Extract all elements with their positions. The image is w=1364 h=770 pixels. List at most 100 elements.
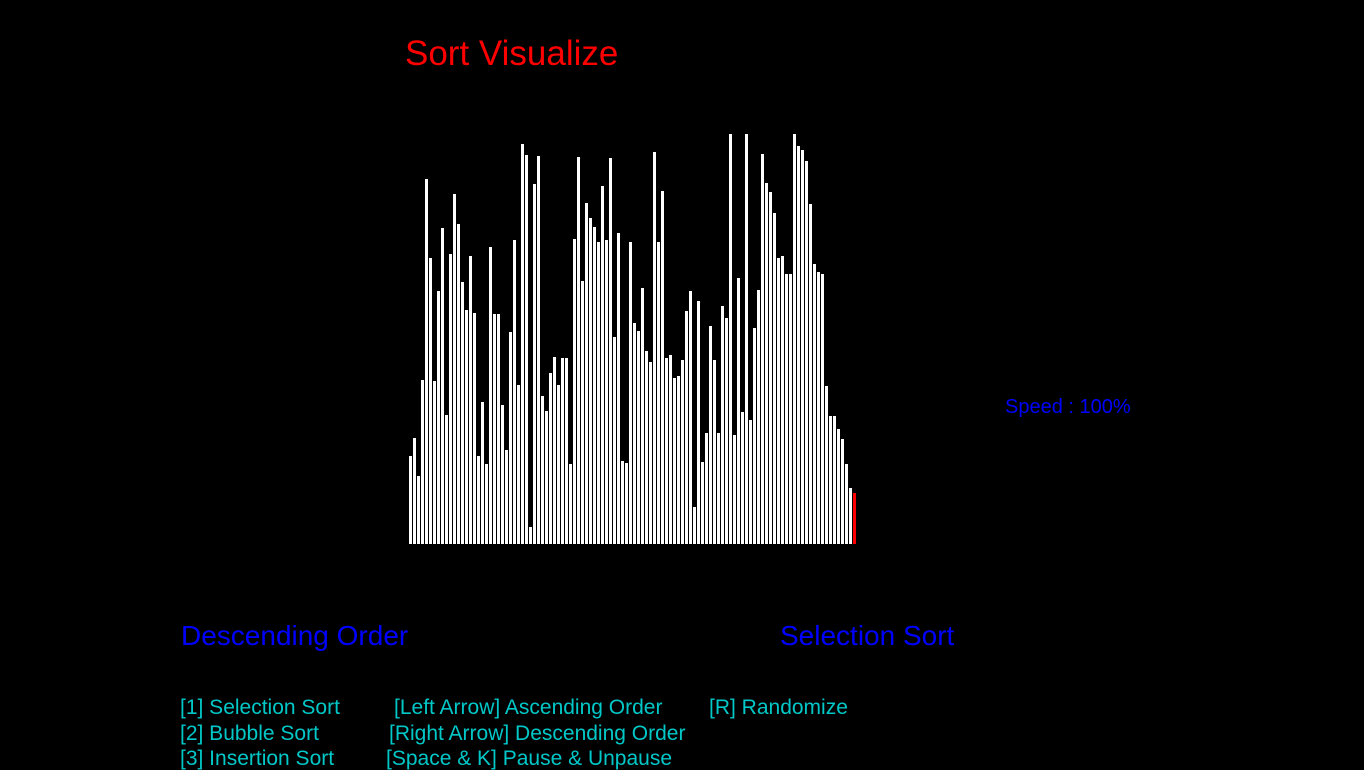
bar bbox=[609, 158, 612, 544]
bar bbox=[489, 247, 492, 544]
bar bbox=[761, 154, 764, 544]
bar bbox=[533, 184, 536, 544]
bar bbox=[481, 402, 484, 544]
bar bbox=[677, 376, 680, 544]
bar bbox=[625, 463, 628, 544]
bar bbox=[717, 433, 720, 544]
bar bbox=[793, 134, 796, 544]
bar bbox=[665, 358, 668, 544]
bar bbox=[705, 433, 708, 544]
bar bbox=[501, 405, 504, 544]
bar bbox=[713, 360, 716, 544]
bar bbox=[613, 337, 616, 544]
bar bbox=[817, 272, 820, 544]
bar bbox=[681, 360, 684, 544]
help-key-bubble-sort: [2] Bubble Sort bbox=[180, 722, 319, 745]
sort-algorithm-label: Selection Sort bbox=[780, 620, 955, 651]
bar bbox=[813, 264, 816, 544]
bar bbox=[841, 439, 844, 544]
bar bbox=[833, 416, 836, 544]
bar bbox=[785, 274, 788, 544]
bar bbox=[417, 476, 420, 544]
bar bbox=[789, 274, 792, 544]
bar bbox=[529, 527, 532, 544]
sort-order-label: Descending Order bbox=[181, 620, 409, 651]
bar bbox=[493, 314, 496, 544]
bar bbox=[465, 310, 468, 544]
bar bbox=[597, 242, 600, 544]
bar bbox=[777, 258, 780, 544]
bar bbox=[429, 258, 432, 544]
bar bbox=[657, 242, 660, 544]
bar bbox=[733, 435, 736, 544]
bar bbox=[769, 192, 772, 544]
bar bbox=[605, 240, 608, 544]
bar bbox=[753, 328, 756, 544]
bar bbox=[697, 301, 700, 544]
bar bbox=[621, 461, 624, 544]
bar bbox=[773, 213, 776, 544]
bar bbox=[781, 256, 784, 544]
bar bbox=[797, 146, 800, 544]
bar bbox=[537, 156, 540, 544]
bar bbox=[673, 378, 676, 544]
bar bbox=[837, 429, 840, 544]
bar bbox=[617, 233, 620, 544]
bar bbox=[525, 155, 528, 544]
help-key-ascending-order: [Left Arrow] Ascending Order bbox=[394, 696, 663, 719]
bar bbox=[765, 183, 768, 544]
bar bbox=[557, 385, 560, 544]
bar bbox=[693, 507, 696, 544]
bar bbox=[645, 351, 648, 544]
bar bbox=[585, 203, 588, 544]
bar bbox=[701, 462, 704, 544]
bar bbox=[801, 150, 804, 544]
bar bbox=[445, 415, 448, 544]
bar bbox=[421, 380, 424, 544]
bar bbox=[729, 134, 732, 544]
bar bbox=[577, 157, 580, 544]
bar bbox=[689, 291, 692, 544]
bar bbox=[669, 355, 672, 544]
speed-indicator: Speed : 100% bbox=[1005, 396, 1131, 418]
bar bbox=[805, 161, 808, 544]
bar bbox=[453, 194, 456, 544]
bar bbox=[589, 218, 592, 544]
bar bbox=[741, 412, 744, 544]
bar bbox=[653, 152, 656, 544]
bar bbox=[497, 314, 500, 544]
bar bbox=[485, 464, 488, 544]
bar bbox=[825, 386, 828, 544]
bar bbox=[413, 438, 416, 544]
bar bbox=[541, 396, 544, 544]
help-key-descending-order: [Right Arrow] Descending Order bbox=[389, 722, 686, 745]
bar bbox=[441, 228, 444, 544]
bar bbox=[593, 227, 596, 544]
bar bbox=[425, 179, 428, 544]
bar bbox=[469, 256, 472, 544]
bar bbox=[457, 224, 460, 544]
app-title: Sort Visualize bbox=[405, 34, 619, 73]
bar bbox=[549, 373, 552, 544]
bar bbox=[637, 331, 640, 544]
bar bbox=[561, 358, 564, 544]
bar bbox=[565, 358, 568, 544]
help-key-insertion-sort: [3] Insertion Sort bbox=[180, 747, 335, 770]
bar bbox=[517, 385, 520, 544]
help-key-selection-sort: [1] Selection Sort bbox=[180, 696, 340, 719]
bar-chart bbox=[409, 134, 856, 544]
bar bbox=[845, 464, 848, 544]
bar bbox=[461, 282, 464, 544]
bar-active bbox=[853, 493, 856, 544]
bar bbox=[725, 318, 728, 544]
bar bbox=[757, 290, 760, 544]
bar bbox=[721, 306, 724, 544]
bar bbox=[473, 313, 476, 544]
bar bbox=[581, 281, 584, 544]
bar bbox=[569, 464, 572, 544]
bar bbox=[749, 420, 752, 544]
bar bbox=[437, 291, 440, 544]
help-key-pause-unpause: [Space & K] Pause & Unpause bbox=[386, 747, 673, 770]
bar bbox=[829, 416, 832, 544]
bar bbox=[601, 186, 604, 544]
